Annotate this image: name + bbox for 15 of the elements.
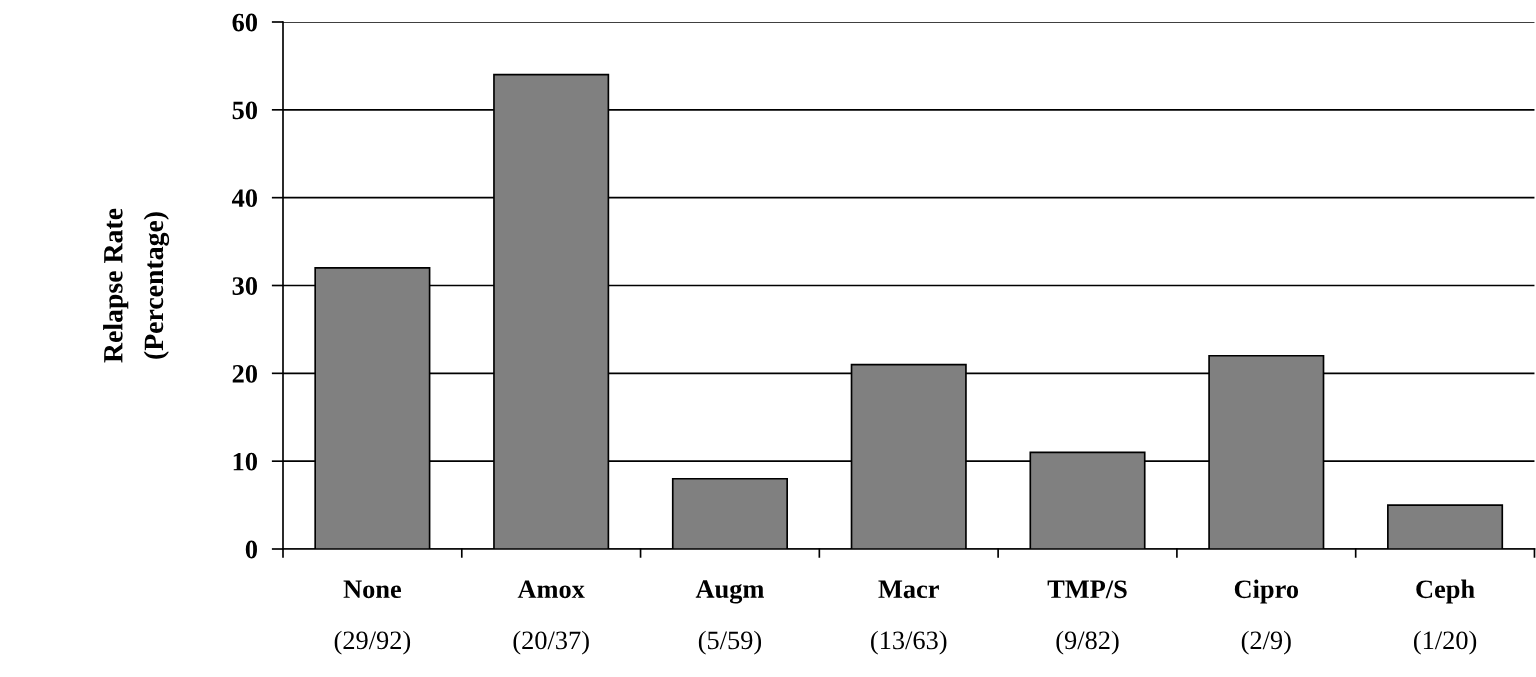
category-label: Macr (13/63) bbox=[871, 580, 947, 655]
y-tick-label: 10 bbox=[233, 452, 257, 471]
y-tick-label: 40 bbox=[231, 189, 257, 208]
y-tick-label: 60 bbox=[232, 13, 257, 32]
category-label: Ceph (1/20) bbox=[1413, 579, 1477, 655]
category-label: Augm (5/59) bbox=[695, 580, 764, 655]
y-tick-label: 20 bbox=[232, 364, 257, 383]
y-tick-label: 50 bbox=[232, 101, 257, 120]
category-label: Cipro (2/9) bbox=[1234, 579, 1299, 655]
y-axis-title: Relapse Rate (Percentage) bbox=[103, 208, 170, 363]
category-label: TMP/S (9/82) bbox=[1047, 580, 1127, 655]
category-label: None (29/92) bbox=[334, 580, 411, 655]
category-label: Amox (20/37) bbox=[513, 580, 589, 655]
y-tick-label: 0 bbox=[245, 540, 257, 559]
y-tick-label: 30 bbox=[232, 277, 257, 295]
